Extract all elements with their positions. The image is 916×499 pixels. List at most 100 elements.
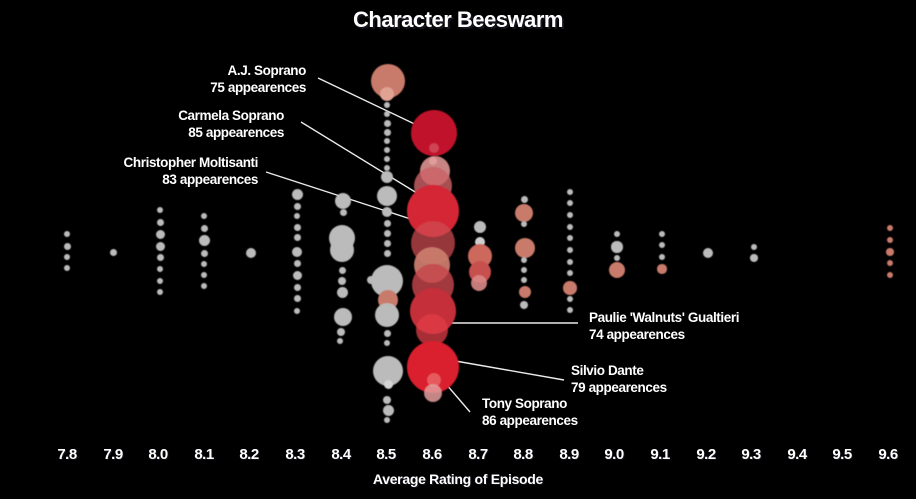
swarm-point[interactable] [294, 308, 300, 314]
swarm-point[interactable] [475, 237, 485, 247]
swarm-point[interactable] [519, 300, 529, 310]
swarm-point[interactable] [566, 246, 574, 254]
swarm-point[interactable] [200, 249, 208, 257]
swarm-point[interactable] [337, 338, 343, 344]
swarm-point[interactable] [416, 314, 448, 346]
swarm-point[interactable] [614, 255, 620, 261]
swarm-point[interactable] [382, 404, 394, 416]
swarm-point[interactable] [520, 195, 528, 203]
swarm-point[interactable] [566, 234, 574, 242]
swarm-point[interactable] [515, 204, 533, 222]
swarm-point[interactable] [293, 259, 301, 267]
swarm-point[interactable] [293, 294, 301, 302]
swarm-point[interactable] [383, 137, 391, 145]
swarm-point[interactable] [293, 233, 301, 241]
swarm-point[interactable] [566, 295, 574, 303]
swarm-point[interactable] [157, 278, 163, 284]
swarm-point[interactable] [887, 225, 893, 231]
swarm-point[interactable] [384, 417, 390, 423]
swarm-point[interactable] [566, 269, 574, 277]
swarm-point[interactable] [383, 101, 391, 109]
swarm-point[interactable] [63, 242, 71, 250]
swarm-point[interactable] [383, 239, 391, 247]
swarm-point[interactable] [383, 164, 391, 172]
swarm-point[interactable] [383, 119, 391, 127]
swarm-point[interactable] [155, 241, 165, 251]
swarm-point[interactable] [292, 270, 302, 280]
swarm-point[interactable] [659, 231, 665, 237]
swarm-point[interactable] [519, 286, 531, 298]
swarm-point[interactable] [383, 155, 391, 163]
swarm-point[interactable] [520, 220, 528, 228]
swarm-point[interactable] [109, 248, 117, 256]
swarm-point[interactable] [201, 213, 207, 219]
swarm-point[interactable] [613, 230, 621, 238]
swarm-point[interactable] [64, 265, 70, 271]
swarm-point[interactable] [383, 396, 391, 404]
swarm-point[interactable] [338, 277, 346, 285]
swarm-point[interactable] [521, 257, 527, 263]
swarm-point[interactable] [155, 229, 165, 239]
swarm-point[interactable] [293, 223, 301, 231]
swarm-point[interactable] [198, 234, 210, 246]
swarm-point[interactable] [201, 272, 207, 278]
swarm-point[interactable] [383, 146, 391, 154]
swarm-point[interactable] [566, 188, 574, 196]
swarm-point[interactable] [566, 258, 574, 266]
swarm-point[interactable] [886, 259, 894, 267]
swarm-point[interactable] [334, 308, 352, 326]
swarm-point[interactable] [751, 244, 757, 250]
swarm-point[interactable] [383, 219, 391, 227]
swarm-point[interactable] [471, 275, 487, 291]
swarm-point[interactable] [330, 238, 354, 262]
swarm-point[interactable] [201, 261, 207, 267]
swarm-point[interactable] [338, 266, 346, 274]
swarm-point[interactable] [384, 340, 390, 346]
swarm-point[interactable] [381, 171, 393, 183]
swarm-point[interactable] [292, 247, 302, 257]
swarm-point[interactable] [659, 254, 665, 260]
swarm-point[interactable] [377, 186, 397, 206]
swarm-point[interactable] [200, 224, 208, 232]
swarm-point[interactable] [337, 328, 345, 336]
swarm-point[interactable] [383, 110, 391, 118]
swarm-point[interactable] [156, 253, 164, 261]
swarm-point[interactable] [293, 202, 301, 210]
swarm-point[interactable] [339, 208, 347, 216]
swarm-point[interactable] [566, 306, 574, 314]
swarm-point[interactable] [380, 87, 394, 101]
swarm-point[interactable] [566, 199, 574, 207]
swarm-point[interactable] [294, 213, 300, 219]
swarm-point[interactable] [291, 188, 303, 200]
swarm-point[interactable] [886, 236, 894, 244]
swarm-point[interactable] [427, 373, 441, 387]
swarm-point[interactable] [750, 254, 758, 262]
swarm-point[interactable] [293, 283, 301, 291]
swarm-point[interactable] [566, 223, 574, 231]
swarm-point[interactable] [157, 266, 163, 272]
swarm-point[interactable] [335, 193, 351, 209]
swarm-point[interactable] [611, 241, 623, 253]
swarm-point[interactable] [383, 379, 393, 389]
swarm-point[interactable] [156, 218, 164, 226]
swarm-point[interactable] [201, 283, 207, 289]
swarm-point[interactable] [566, 211, 574, 219]
swarm-point[interactable] [64, 231, 70, 237]
swarm-point[interactable] [157, 207, 163, 213]
swarm-point[interactable] [515, 238, 535, 258]
swarm-point[interactable] [157, 289, 163, 295]
swarm-point[interactable] [429, 143, 439, 153]
swarm-point[interactable] [659, 242, 665, 248]
swarm-point[interactable] [563, 281, 577, 295]
swarm-point[interactable] [521, 267, 527, 273]
swarm-point[interactable] [521, 277, 527, 283]
swarm-point[interactable] [474, 221, 486, 233]
swarm-point[interactable] [608, 261, 626, 279]
swarm-point[interactable] [424, 384, 442, 402]
swarm-point[interactable] [657, 264, 667, 274]
swarm-point[interactable] [383, 128, 391, 136]
swarm-point[interactable] [246, 248, 256, 258]
swarm-point[interactable] [887, 272, 893, 278]
swarm-point[interactable] [383, 329, 391, 337]
swarm-point[interactable] [383, 249, 391, 257]
